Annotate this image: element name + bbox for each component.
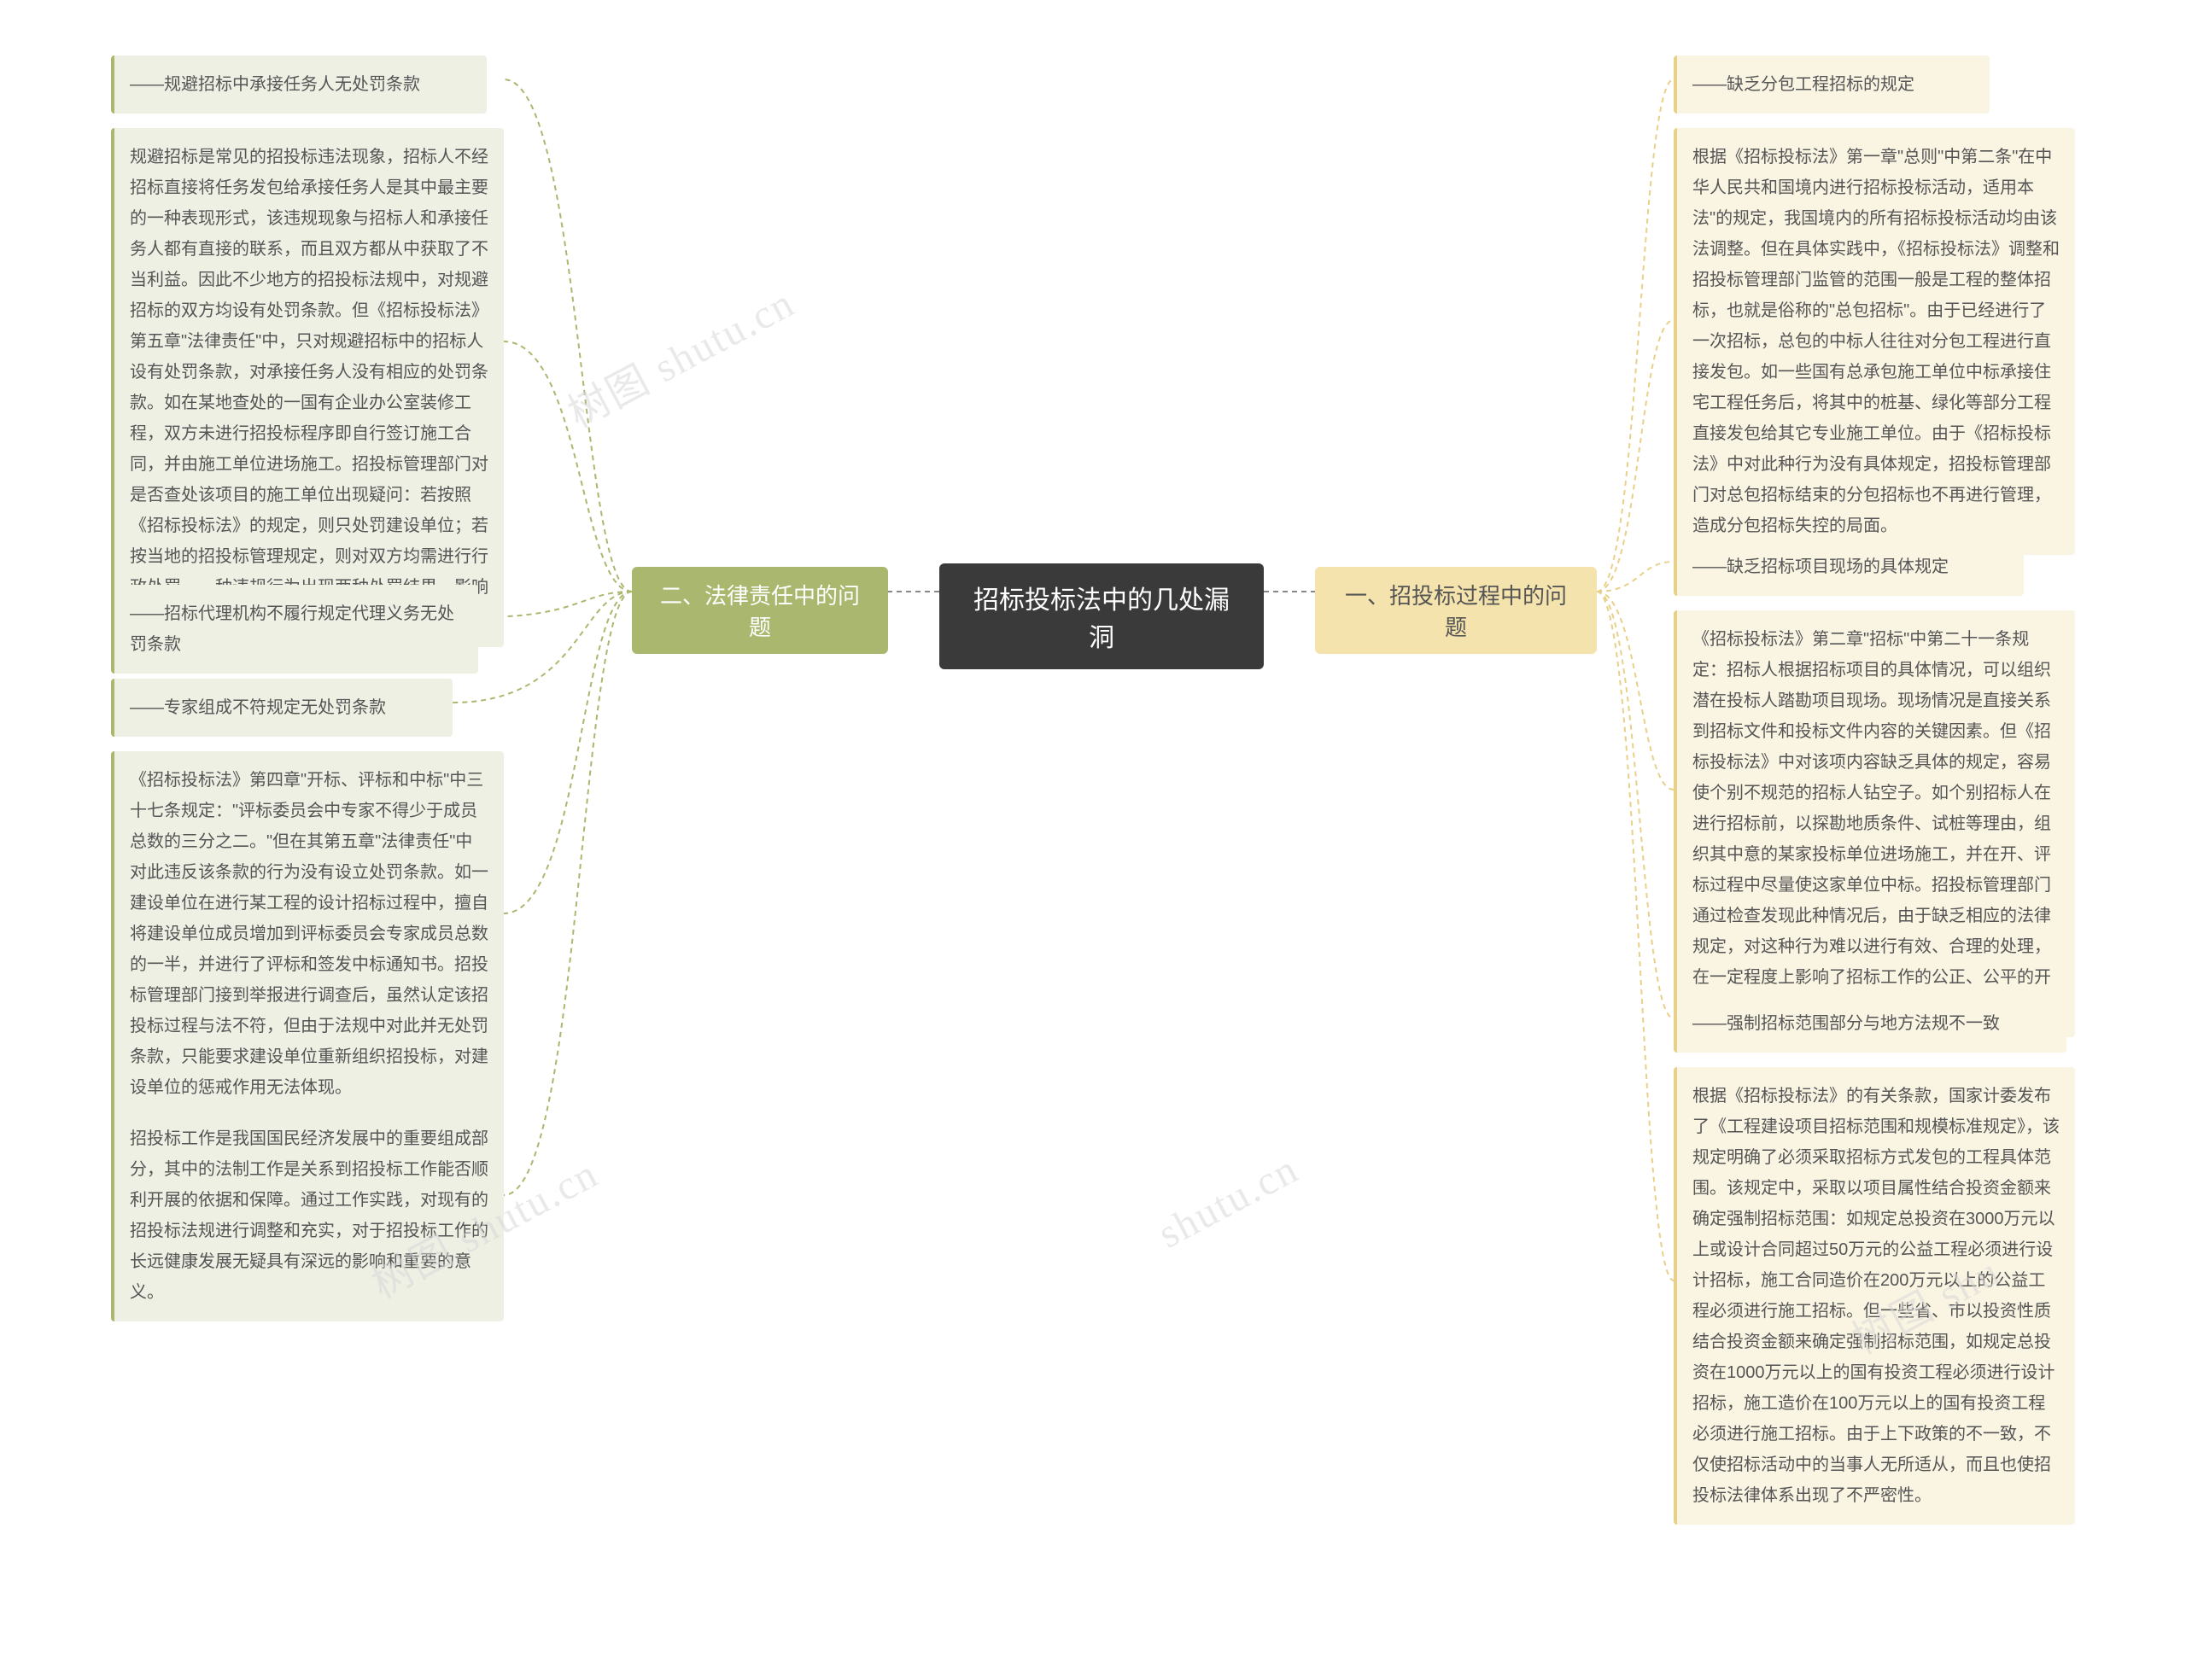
- left-leaf-5[interactable]: 招投标工作是我国国民经济发展中的重要组成部分，其中的法制工作是关系到招投标工作能…: [111, 1110, 504, 1321]
- branch-left[interactable]: 二、法律责任中的问题: [632, 567, 888, 654]
- leaf-text: 招投标工作是我国国民经济发展中的重要组成部分，其中的法制工作是关系到招投标工作能…: [130, 1129, 488, 1302]
- leaf-text: ——规避招标中承接任务人无处罚条款: [130, 75, 420, 94]
- leaf-text: ——缺乏招标项目现场的具体规定: [1692, 557, 1949, 576]
- leaf-text: 根据《招标投标法》的有关条款，国家计委发布了《工程建设项目招标范围和规模标准规定…: [1692, 1087, 2060, 1505]
- branch-right-label: 一、招投标过程中的问题: [1337, 579, 1575, 642]
- leaf-text: ——专家组成不符规定无处罚条款: [130, 698, 386, 717]
- leaf-text: ——强制招标范围部分与地方法规不一致: [1692, 1014, 2000, 1033]
- left-leaf-2[interactable]: ——招标代理机构不履行规定代理义务无处罚条款: [111, 585, 478, 674]
- watermark: 树图 shutu.cn: [556, 270, 804, 440]
- left-leaf-1[interactable]: 规避招标是常见的招投标违法现象，招标人不经招标直接将任务发包给承接任务人是其中最…: [111, 128, 504, 647]
- right-leaf-4[interactable]: ——强制招标范围部分与地方法规不一致: [1674, 995, 2066, 1053]
- leaf-text: 《招标投标法》第二章"招标"中第二十一条规定：招标人根据招标项目的具体情况，可以…: [1692, 630, 2051, 1018]
- left-leaf-3[interactable]: ——专家组成不符规定无处罚条款: [111, 679, 453, 737]
- right-leaf-0[interactable]: ——缺乏分包工程招标的规定: [1674, 55, 1990, 114]
- right-leaf-2[interactable]: ——缺乏招标项目现场的具体规定: [1674, 538, 2024, 596]
- leaf-text: ——缺乏分包工程招标的规定: [1692, 75, 1914, 94]
- leaf-text: 根据《招标投标法》第一章"总则"中第二条"在中华人民共和国境内进行招标投标活动，…: [1692, 148, 2060, 535]
- mindmap-canvas: 招标投标法中的几处漏洞 二、法律责任中的问题 一、招投标过程中的问题 ——规避招…: [0, 0, 2186, 1680]
- left-leaf-4[interactable]: 《招标投标法》第四章"开标、评标和中标"中三十七条规定："评标委员会中专家不得少…: [111, 751, 504, 1117]
- leaf-text: 规避招标是常见的招投标违法现象，招标人不经招标直接将任务发包给承接任务人是其中最…: [130, 148, 488, 627]
- leaf-text: 《招标投标法》第四章"开标、评标和中标"中三十七条规定："评标委员会中专家不得少…: [130, 771, 488, 1097]
- right-leaf-1[interactable]: 根据《招标投标法》第一章"总则"中第二条"在中华人民共和国境内进行招标投标活动，…: [1674, 128, 2075, 555]
- left-leaf-0[interactable]: ——规避招标中承接任务人无处罚条款: [111, 55, 487, 114]
- branch-right[interactable]: 一、招投标过程中的问题: [1315, 567, 1597, 654]
- root-label: 招标投标法中的几处漏洞: [967, 579, 1236, 654]
- leaf-text: ——招标代理机构不履行规定代理义务无处罚条款: [130, 604, 454, 654]
- right-leaf-3[interactable]: 《招标投标法》第二章"招标"中第二十一条规定：招标人根据招标项目的具体情况，可以…: [1674, 610, 2075, 1037]
- root-node[interactable]: 招标投标法中的几处漏洞: [939, 563, 1264, 669]
- watermark: shutu.cn: [1150, 1146, 1306, 1258]
- right-leaf-5[interactable]: 根据《招标投标法》的有关条款，国家计委发布了《工程建设项目招标范围和规模标准规定…: [1674, 1067, 2075, 1525]
- branch-left-label: 二、法律责任中的问题: [654, 579, 866, 642]
